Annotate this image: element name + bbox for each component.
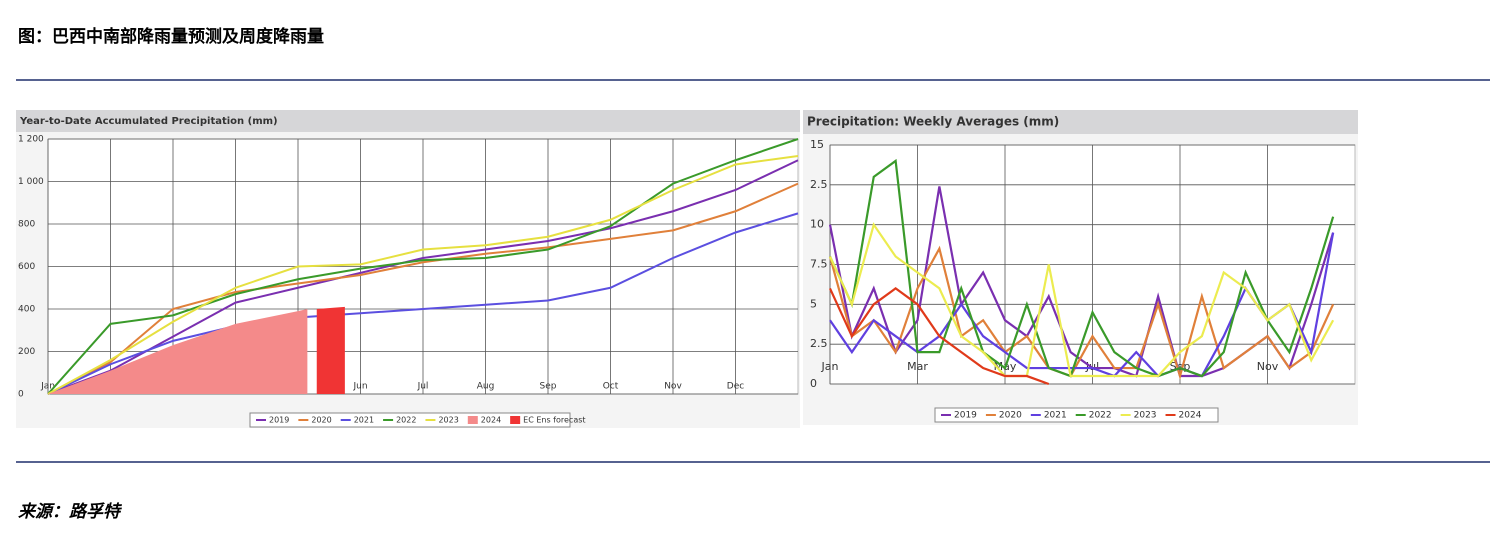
y-tick-label: 5 <box>810 297 817 310</box>
y-tick-label: 15 <box>810 138 824 151</box>
y-tick-label: 0 <box>810 377 817 390</box>
legend-label: 2022 <box>1089 411 1112 421</box>
y-tick-label: 1 200 <box>18 135 44 145</box>
source: 来源：路孚特 <box>18 502 123 522</box>
x-tick-label: Jul <box>417 382 429 392</box>
y-tick-label: 600 <box>18 262 35 272</box>
line <box>47 159 799 395</box>
legend-label: 2020 <box>999 411 1022 421</box>
x-tick-label: Oct <box>603 382 619 392</box>
line <box>47 155 799 395</box>
y-tick-label: 0 <box>18 390 24 400</box>
legend-label: EC Ens forecast <box>523 416 585 425</box>
legend-label: 2019 <box>954 411 977 421</box>
line <box>828 287 1050 386</box>
x-tick-label: Sep <box>540 382 557 392</box>
line <box>828 222 1335 378</box>
legend-label: 2020 <box>311 416 331 425</box>
legend-label: 2019 <box>269 416 289 425</box>
line <box>47 182 799 395</box>
x-tick-label: Mar <box>907 360 928 373</box>
x-tick-label: Jan <box>821 360 839 373</box>
legend-label: 2023 <box>438 416 458 425</box>
legend-swatch <box>510 416 521 424</box>
line <box>47 138 799 395</box>
legend-label: 2021 <box>1044 411 1067 421</box>
y-tick-label: 800 <box>18 220 35 230</box>
area <box>316 306 345 394</box>
chart-title: Precipitation: Weekly Averages (mm) <box>807 115 1059 129</box>
y-tick-label: 1 000 <box>18 177 44 187</box>
x-tick-label: Jan <box>40 382 55 392</box>
x-tick-label: Nov <box>1257 360 1279 373</box>
x-tick-label: Dec <box>727 382 744 392</box>
x-tick-label: Jun <box>352 382 367 392</box>
legend-label: 2024 <box>1179 411 1202 421</box>
line <box>828 158 1335 378</box>
legend-label: 2022 <box>396 416 416 425</box>
x-tick-label: Aug <box>477 382 495 392</box>
y-tick-label: 2.5 <box>810 178 828 191</box>
legend-label: 2023 <box>1134 411 1157 421</box>
legend-label: 2024 <box>481 416 501 425</box>
panel-header <box>803 110 1358 134</box>
area <box>48 309 308 394</box>
y-tick-label: 200 <box>18 347 35 357</box>
figure-title: 图：巴西中南部降雨量预测及周度降雨量 <box>18 26 324 47</box>
y-tick-label: 10 <box>810 218 824 231</box>
legend <box>249 412 571 428</box>
y-tick-label: 2.5 <box>810 337 828 350</box>
line <box>47 212 799 395</box>
y-tick-label: 400 <box>18 305 35 315</box>
panel-header <box>16 110 800 132</box>
chart-title: Year-to-Date Accumulated Precipitation (… <box>19 116 278 127</box>
line <box>828 245 1335 380</box>
x-tick-label: Nov <box>664 382 682 392</box>
legend-swatch <box>467 416 478 424</box>
legend-label: 2021 <box>354 416 374 425</box>
y-tick-label: 7.5 <box>810 258 828 271</box>
